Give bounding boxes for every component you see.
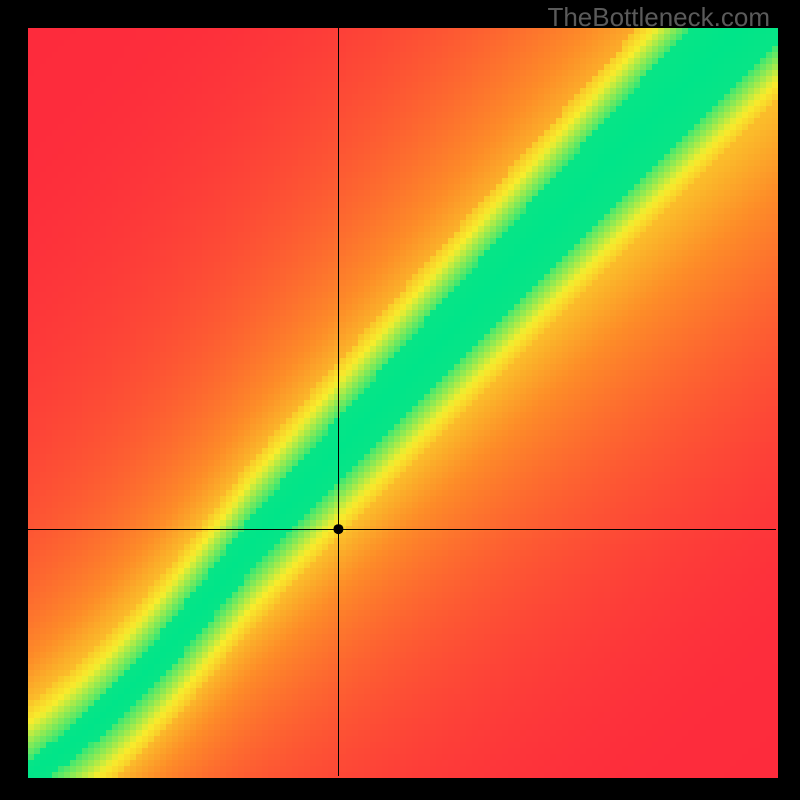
heatmap-canvas xyxy=(0,0,800,800)
watermark-text: TheBottleneck.com xyxy=(547,2,770,33)
chart-container: TheBottleneck.com xyxy=(0,0,800,800)
